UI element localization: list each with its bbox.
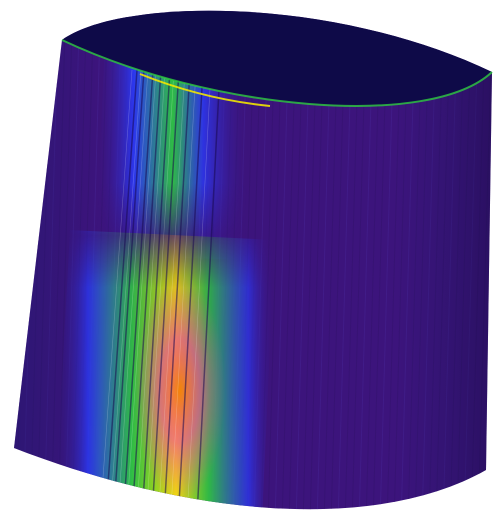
cylinder-top-cap [61,10,493,107]
striation-line [14,29,17,510]
